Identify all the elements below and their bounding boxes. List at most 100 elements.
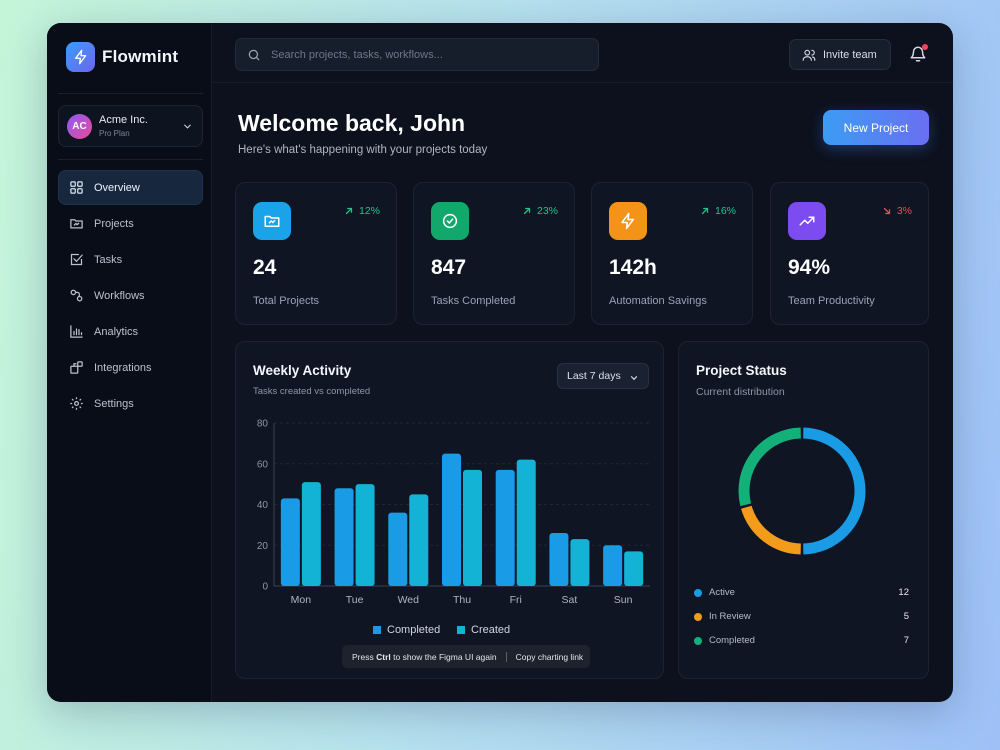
status-label: In Review [709,611,751,622]
avatar: AC [67,113,92,139]
status-dot [694,636,702,645]
sidebar-item-projects[interactable]: Projects [58,206,203,241]
bar-chart-icon [70,325,83,338]
app-window: Flowmint AC Acme Inc. Pro Plan Overview … [47,23,953,702]
bar-created-thu[interactable] [463,469,482,586]
stat-trend: 16% [700,205,736,217]
stat-label: Team Productivity [788,295,875,307]
divider [58,159,203,160]
stat-label: Tasks Completed [431,295,516,307]
legend-swatch [373,626,381,634]
stat-card-total-projects[interactable]: 12% 24 Total Projects [235,182,397,325]
invite-team-button[interactable]: Invite team [789,39,891,70]
org-name: Acme Inc. [99,114,148,126]
sidebar-item-label: Tasks [94,253,123,266]
donut-slice-in-review[interactable] [741,505,802,555]
stat-trend: 3% [882,205,912,217]
toast-text: Press [352,651,374,662]
status-label: Active [709,587,735,598]
bell-icon [910,46,926,62]
sidebar-item-tasks[interactable]: Tasks [58,242,203,277]
donut-slice-active[interactable] [803,427,866,555]
sidebar-item-workflows[interactable]: Workflows [58,278,203,313]
notification-dot [922,44,928,50]
stat-value: 847 [431,256,467,279]
bar-created-sat[interactable] [570,539,590,586]
bar-created-tue[interactable] [355,484,375,586]
search-input[interactable] [271,48,571,61]
stat-trend: 12% [344,205,380,217]
divider [505,651,507,662]
org-switcher[interactable]: AC Acme Inc. Pro Plan [58,105,203,147]
weekly-activity-chart: 0 20 40 60 80 Mon Tue Wed Thu Fri Sat Sun [257,419,650,606]
panel-subtitle: Current distribution [696,386,785,398]
bar-completed-sun[interactable] [603,545,623,586]
sidebar-item-integrations[interactable]: Integrations [58,350,203,385]
weekly-activity-panel: Weekly Activity Tasks created vs complet… [235,341,664,679]
legend-item-completed[interactable]: Completed [373,624,440,636]
bar-completed-thu[interactable] [442,453,461,586]
date-range-select[interactable]: Last 7 days [557,363,649,389]
search-box[interactable] [235,38,599,71]
sidebar-item-settings[interactable]: Settings [58,386,203,421]
x-tick-label: Wed [398,594,420,606]
stat-label: Total Projects [253,295,320,307]
y-tick-label: 40 [257,500,269,511]
y-tick-label: 60 [257,459,269,470]
panel-title: Project Status [696,363,787,378]
bar-completed-fri[interactable] [495,469,515,586]
donut-slice-completed[interactable] [738,427,802,507]
bar-created-wed[interactable] [409,494,429,586]
x-tick-label: Mon [291,594,312,606]
bar-created-mon[interactable] [301,482,321,586]
legend-label: Completed [387,624,441,636]
bar-completed-mon[interactable] [280,498,300,586]
chevron-down-icon [630,376,638,381]
checkbox-icon [70,253,83,266]
user-add-icon [802,49,816,61]
project-status-donut [738,427,866,555]
sidebar-item-label: Overview [94,181,140,194]
y-tick-label: 80 [257,419,269,430]
org-plan: Pro Plan [99,129,130,138]
brand[interactable]: Flowmint [66,42,178,72]
lightning-icon [609,202,647,240]
legend-item-created[interactable]: Created [457,624,510,636]
panel-title: Weekly Activity [253,363,352,378]
search-icon [248,49,260,60]
status-count: 7 [903,635,909,646]
copy-link-button[interactable]: Copy charting link [515,651,584,662]
sidebar-item-overview[interactable]: Overview [58,170,203,205]
stat-value: 24 [253,256,277,279]
folder-icon [253,202,291,240]
arrow-up-right-icon [345,207,353,215]
bar-completed-tue[interactable] [334,488,354,586]
stat-card-team-productivity[interactable]: 3% 94% Team Productivity [770,182,929,325]
bar-created-fri[interactable] [516,459,536,586]
sidebar-nav: Overview Projects Tasks Workflows Analyt… [58,170,203,422]
bar-created-sun[interactable] [624,551,644,586]
toast-key: Ctrl [376,651,391,662]
page-subtitle: Here's what's happening with your projec… [238,144,488,156]
legend-label: Created [471,624,511,636]
stat-trend-value: 12% [358,205,380,217]
bar-completed-wed[interactable] [388,512,408,586]
notifications-button[interactable] [909,44,928,63]
stat-trend: 23% [522,205,558,217]
panel-subtitle: Tasks created vs completed [253,386,371,397]
new-project-button[interactable]: New Project [823,110,929,145]
stat-trend-value: 3% [896,205,912,217]
stat-value: 94% [788,256,831,279]
top-bar: Invite team [212,23,953,83]
status-count: 5 [903,611,909,622]
brand-name: Flowmint [102,47,179,66]
lightning-icon [66,42,95,72]
bar-completed-sat[interactable] [549,533,569,586]
sidebar-item-analytics[interactable]: Analytics [58,314,203,349]
stat-card-tasks-completed[interactable]: 23% 847 Tasks Completed [413,182,575,325]
stat-card-automation-savings[interactable]: 16% 142h Automation Savings [591,182,753,325]
sidebar-item-label: Settings [94,397,134,410]
sidebar-item-label: Analytics [94,325,139,338]
chevron-down-icon [184,124,191,129]
legend-swatch [457,626,465,634]
